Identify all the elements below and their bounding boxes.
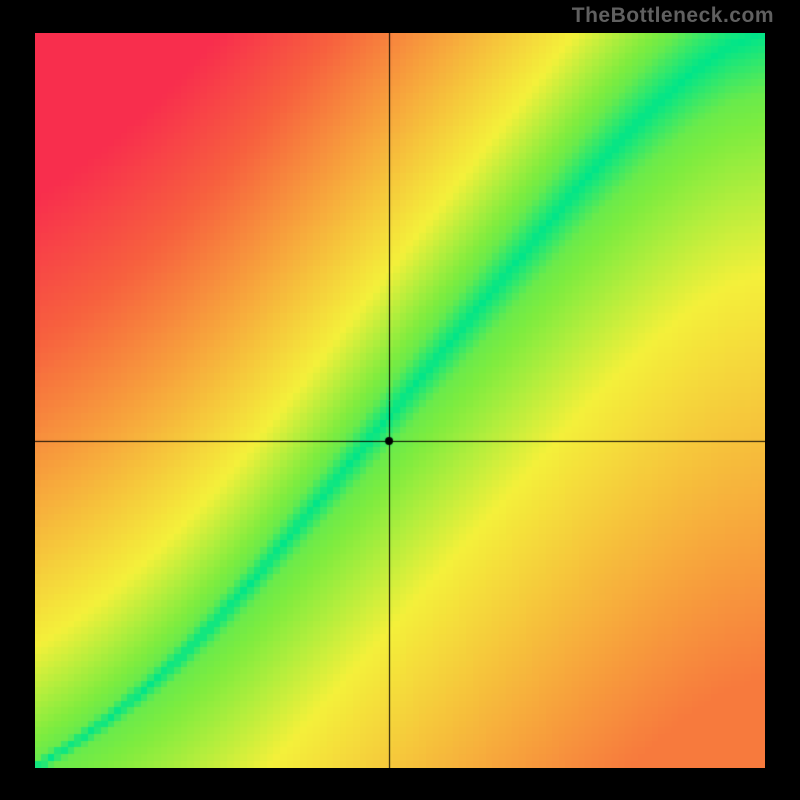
bottleneck-heatmap bbox=[35, 33, 765, 768]
chart-frame: { "meta": { "source_watermark": "TheBott… bbox=[0, 0, 800, 800]
watermark-text: TheBottleneck.com bbox=[572, 4, 774, 28]
